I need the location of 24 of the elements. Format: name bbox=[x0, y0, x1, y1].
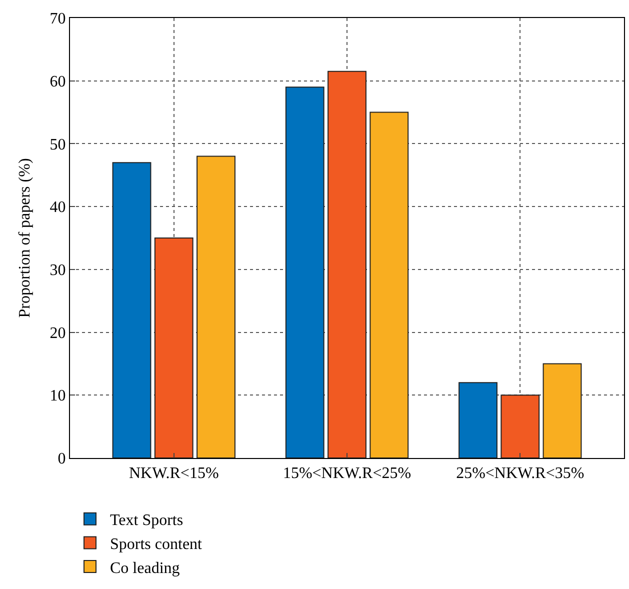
y-tick-label: 50 bbox=[50, 136, 66, 154]
legend-label: Co leading bbox=[110, 560, 180, 577]
y-tick-label: 10 bbox=[50, 388, 66, 405]
bar bbox=[154, 238, 194, 458]
y-tick-label: 60 bbox=[50, 73, 66, 90]
y-tick-label: 20 bbox=[50, 324, 66, 342]
y-tick-label: 0 bbox=[58, 450, 66, 468]
bar bbox=[458, 382, 498, 458]
x-tick-label: NKW.R<15% bbox=[128, 465, 219, 482]
legend-label: Sports content bbox=[110, 536, 203, 553]
bar bbox=[500, 394, 540, 458]
x-tick-label: 15%<NKW.R<25% bbox=[282, 465, 412, 482]
bar bbox=[196, 156, 236, 458]
x-tick-label: 25%<NKW.R<35% bbox=[456, 465, 584, 482]
bar bbox=[370, 112, 409, 458]
bar bbox=[285, 86, 324, 458]
y-tick-label: 30 bbox=[50, 262, 66, 280]
y-tick-label: 70 bbox=[50, 10, 66, 28]
bar bbox=[542, 363, 582, 458]
y-axis-title: Proportion of papers (%) bbox=[16, 158, 34, 318]
y-tick-label: 40 bbox=[50, 199, 66, 216]
bar bbox=[112, 162, 152, 458]
bar bbox=[328, 70, 366, 458]
legend-label: Text Sports bbox=[110, 512, 184, 530]
